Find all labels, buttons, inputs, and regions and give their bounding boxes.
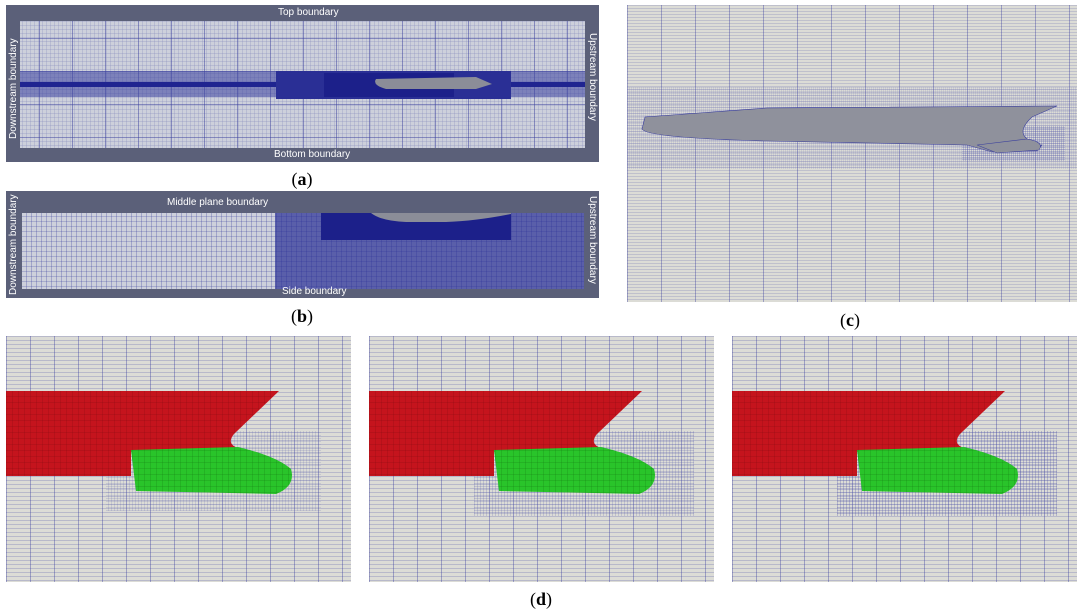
caption-c: (c): [840, 310, 860, 330]
caption-b: (b): [290, 306, 313, 326]
panel-b-mesh: [22, 213, 584, 289]
caption-a: (a): [291, 169, 313, 189]
panel-d-view-2: [369, 336, 714, 582]
panel-b-top-label: Middle plane boundary: [167, 197, 269, 208]
panel-d2-mesh: [369, 336, 714, 582]
panel-d-view-1: [6, 336, 351, 582]
panel-d3-mesh: [732, 336, 1077, 582]
panel-b-bottom-label: Side boundary: [282, 286, 347, 297]
panel-d1-mesh: [6, 336, 351, 582]
panel-b-domain-side-view: Middle plane boundary Side boundary Down…: [6, 191, 599, 298]
panel-c-mesh: [627, 5, 1077, 302]
panel-d-view-3: [732, 336, 1077, 582]
panel-b-right-label: Upstream boundary: [587, 196, 598, 284]
panel-a-domain-top-view: Top boundary Bottom boundary Downstream …: [6, 5, 599, 162]
panel-c-hull-mesh: [627, 5, 1077, 302]
panel-a-top-label: Top boundary: [278, 7, 339, 18]
caption-d: (d): [529, 589, 552, 609]
panel-a-bottom-label: Bottom boundary: [274, 149, 351, 160]
panel-b-left-label: Downstream boundary: [8, 194, 19, 295]
panel-a-left-label: Downstream boundary: [8, 38, 19, 139]
panel-a-right-label: Upstream boundary: [587, 33, 598, 121]
panel-a-mesh: [20, 21, 585, 148]
